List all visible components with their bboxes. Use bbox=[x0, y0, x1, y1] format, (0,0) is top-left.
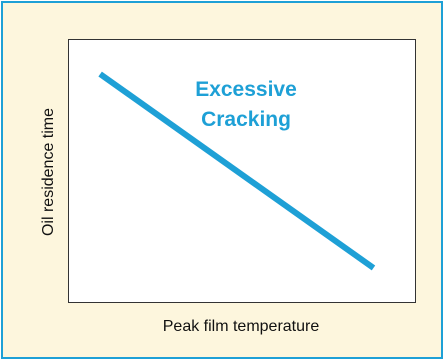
annotation-excessive: Excessive bbox=[195, 78, 297, 101]
annotation-cracking: Cracking bbox=[201, 108, 291, 131]
x-axis-label: Peak film temperature bbox=[162, 318, 320, 335]
series-line bbox=[98, 71, 376, 271]
